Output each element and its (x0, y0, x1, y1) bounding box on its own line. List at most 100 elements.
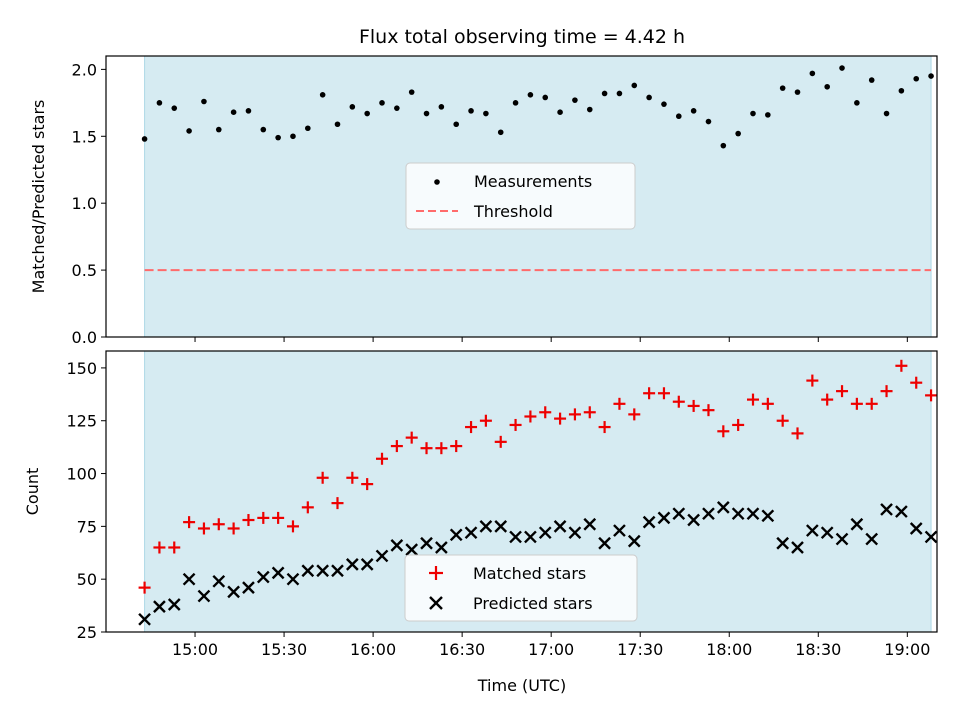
matched-star-point (301, 501, 314, 514)
matched-star-point (524, 410, 537, 423)
measurement-point (245, 108, 252, 114)
predicted-star-point (568, 526, 582, 540)
predicted-star-point (642, 515, 656, 529)
matched-star-point (613, 397, 626, 410)
y-tick-label: 1.0 (72, 194, 97, 213)
legend-measurements-label: Measurements (474, 172, 592, 191)
matched-star-point (821, 393, 834, 406)
measurement-point (883, 110, 890, 117)
predicted-star-point (138, 612, 151, 626)
predicted-star-point (420, 536, 433, 550)
matched-star-point (554, 412, 567, 425)
matched-star-point (583, 406, 596, 419)
legend-threshold-label: Threshold (473, 202, 553, 221)
matched-star-point (687, 399, 700, 412)
measurement-point (423, 110, 430, 117)
predicted-star-point (820, 526, 834, 540)
matched-star-point (657, 387, 670, 400)
measurement-point (690, 108, 697, 114)
predicted-star-point (865, 532, 879, 546)
x-axis-label: Time (UTC) (477, 676, 566, 695)
y-tick-label: 25 (77, 623, 97, 642)
matched-star-point (272, 511, 285, 524)
matched-star-point (242, 514, 255, 527)
matched-star-point (435, 442, 448, 455)
measurement-point (156, 100, 163, 106)
predicted-star-point (583, 517, 597, 531)
predicted-star-point (286, 572, 300, 586)
matched-star-point (850, 397, 863, 410)
predicted-star-point (613, 524, 626, 537)
predicted-star-point (464, 526, 478, 540)
matched-star-point (390, 440, 403, 453)
measurement-point (408, 89, 415, 95)
matched-star-point (227, 522, 240, 535)
matched-star-point (405, 431, 418, 444)
matched-star-point (880, 385, 893, 398)
y-tick-label: 100 (66, 465, 97, 484)
predicted-star-point (806, 524, 819, 537)
predicted-star-point (627, 534, 641, 548)
predicted-star-point (509, 530, 522, 544)
matched-star-point (257, 511, 270, 524)
measurement-point (705, 118, 712, 125)
matched-star-point (806, 374, 819, 387)
matched-star-point (761, 397, 774, 410)
measurement-point (572, 97, 578, 103)
matched-star-point (509, 418, 522, 431)
predicted-star-point (924, 530, 938, 544)
predicted-star-point (375, 549, 389, 563)
predicted-star-point (731, 507, 745, 521)
predicted-stars-points (138, 500, 938, 626)
predicted-star-point (850, 517, 864, 531)
x-tick-label: 18:00 (706, 640, 752, 659)
y-tick-label: 75 (77, 517, 97, 536)
measurement-point (868, 77, 875, 83)
measurement-point (483, 110, 489, 117)
matched-star-point (910, 376, 923, 389)
predicted-star-point (553, 520, 567, 533)
matched-star-point (465, 421, 478, 434)
y-tick-label: 0.5 (72, 261, 97, 280)
y-tick-label: 150 (66, 359, 97, 378)
measurement-point (616, 90, 623, 97)
x-tick-label: 16:00 (350, 640, 396, 659)
measurement-point (349, 104, 356, 110)
measurement-point (661, 101, 667, 107)
predicted-star-point (360, 558, 374, 571)
predicted-star-point (256, 570, 270, 584)
predicted-star-point (494, 520, 508, 533)
matched-stars-points (138, 359, 938, 594)
matched-star-point (183, 516, 196, 529)
matched-star-point (376, 452, 389, 465)
predicted-star-point (197, 589, 211, 603)
x-tick-label: 17:00 (528, 640, 574, 659)
bottom-x-ticks: 15:00 15:30 16:00 16:30 17:00 17:30 18:00 18:30… (172, 632, 930, 659)
x-tick-label: 18:30 (795, 640, 841, 659)
matched-star-point (153, 541, 166, 554)
predicted-star-point (538, 526, 552, 540)
matched-star-point (212, 518, 225, 531)
measurement-point (675, 113, 682, 120)
panel-top-ratio: 0.00.51.01.52.0 Matched/Predicted stars … (29, 55, 938, 347)
measurement-point (765, 112, 771, 118)
matched-star-point (568, 408, 581, 421)
matched-star-point (628, 408, 641, 421)
matched-star-point (791, 427, 804, 440)
matched-star-point (702, 404, 715, 417)
matched-star-point (286, 520, 299, 533)
matched-star-point (865, 397, 878, 410)
matched-star-point (168, 541, 181, 554)
predicted-star-point (791, 541, 804, 554)
matched-star-point (732, 418, 745, 431)
measurement-point (750, 110, 756, 117)
predicted-star-point (227, 585, 240, 599)
top-x-ticks (194, 337, 908, 342)
matched-star-point (479, 414, 492, 427)
matched-star-point (361, 478, 374, 491)
x-tick-label: 17:30 (617, 640, 663, 659)
measurement-point (824, 83, 830, 90)
predicted-star-point (167, 598, 181, 611)
predicted-star-point (345, 558, 359, 571)
